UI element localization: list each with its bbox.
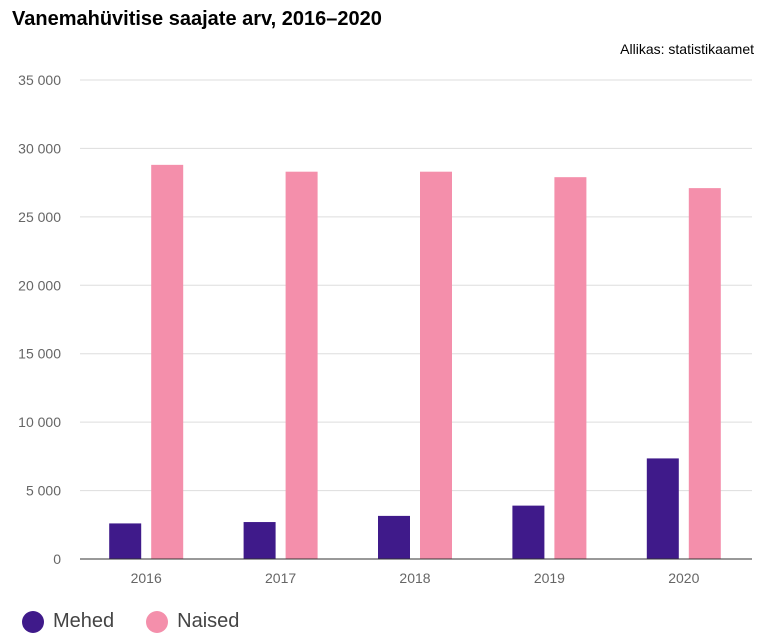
bar-naised-2016[interactable] [151,164,184,559]
y-tick-label: 5 000 [26,483,61,499]
bar-naised-2018[interactable] [420,171,452,560]
bar-chart: 0 5 000 10 000 15 000 20 000 25 000 30 000 35 0… [18,72,752,586]
bar-naised-2019[interactable] [554,177,587,559]
x-tick-label: 2016 [131,570,162,586]
bar-mehed-2018[interactable] [378,515,410,559]
bar-mehed-2020[interactable] [646,458,679,559]
x-tick-label: 2017 [265,570,296,586]
legend-item-naised[interactable]: Naised [146,610,239,633]
chart-title: Vanemahüvitise saajate arv, 2016–2020 [12,8,382,30]
bar-mehed-2016[interactable] [109,523,142,559]
bar-mehed-2019[interactable] [512,505,545,559]
x-tick-label: 2020 [668,570,699,586]
bar-naised-2017[interactable] [285,171,318,560]
x-tick-label: 2018 [399,570,430,586]
y-tick-label: 10 000 [18,414,61,430]
y-axis-ticks: 0 5 000 10 000 15 000 20 000 25 000 30 000 35 0… [18,72,61,567]
bar-mehed-2017[interactable] [243,522,276,559]
y-tick-label: 20 000 [18,277,61,293]
y-tick-label: 15 000 [18,346,61,362]
bar-naised-2020[interactable] [688,188,721,560]
chart-source: Allikas: statistikaamet [620,41,754,57]
legend-label-naised: Naised [177,610,240,632]
legend: Mehed Naised [22,610,271,633]
legend-item-mehed[interactable]: Mehed [22,610,114,633]
legend-swatch-naised [146,610,169,633]
legend-swatch-mehed [22,610,44,633]
y-tick-label: 0 [53,551,61,567]
bars [109,164,721,560]
y-tick-label: 25 000 [18,209,61,225]
y-tick-label: 35 000 [18,72,61,88]
x-tick-label: 2019 [534,570,565,586]
legend-label-mehed: Mehed [53,610,115,632]
gridlines [80,79,752,492]
x-axis-ticks: 2016 2017 2018 2019 2020 [131,570,700,586]
y-tick-label: 30 000 [18,140,61,156]
